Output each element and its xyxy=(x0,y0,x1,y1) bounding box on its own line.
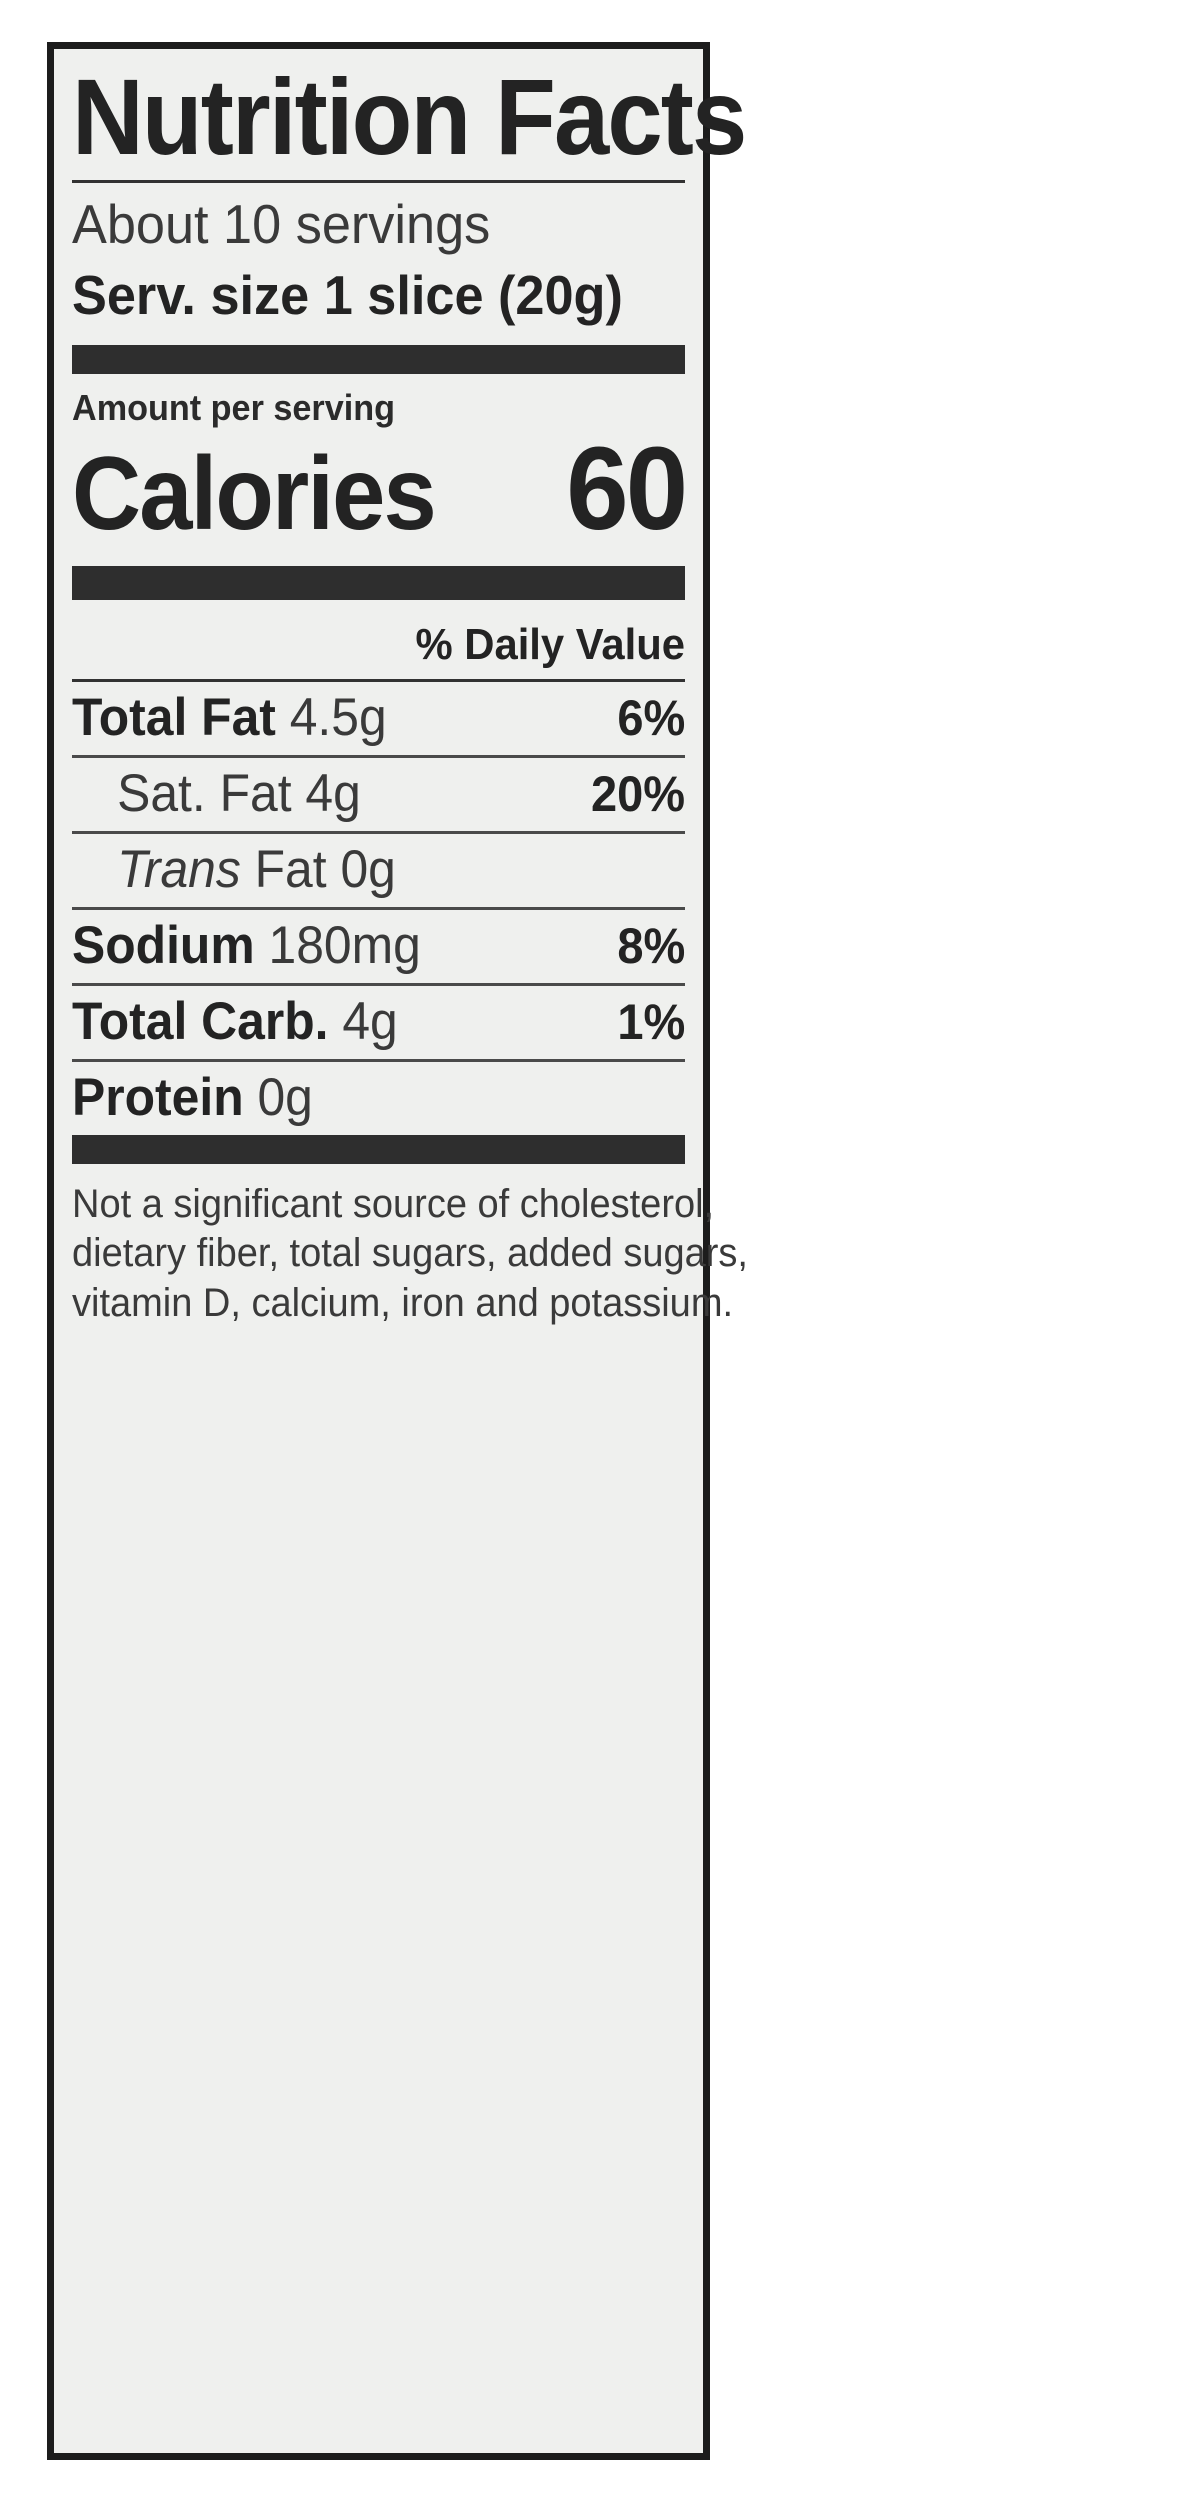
nutrient-amount: 4g xyxy=(342,991,398,1051)
nutrient-amount: 0g xyxy=(340,839,396,899)
nutrient-name: Total Carb. xyxy=(72,991,343,1051)
nutrient-name: Fat xyxy=(254,839,341,899)
amount-per-serving-label: Amount per serving xyxy=(72,387,396,428)
calories-row: Calories 60 xyxy=(72,423,688,555)
daily-value-divider xyxy=(72,678,685,682)
nutrient-name-amount: Total Fat 4.5g xyxy=(72,691,387,744)
calories-label: Calories xyxy=(72,436,437,552)
nutrient-row: Protein 0g xyxy=(72,1062,685,1135)
nutrient-name: Total Fat xyxy=(72,687,290,747)
nutrient-name-amount: Sodium 180mg xyxy=(72,919,421,972)
thick-divider-top xyxy=(72,345,685,374)
nutrient-name-amount: Total Carb. 4g xyxy=(72,995,398,1048)
nutrient-list: Total Fat 4.5g 6% Sat. Fat 4g 20% Trans Fat … xyxy=(72,682,685,1135)
serving-size: Serv. size 1 slice (20g) xyxy=(72,264,623,326)
nutrient-row: Sat. Fat 4g 20% xyxy=(72,758,685,831)
nutrient-name-amount: Sat. Fat 4g xyxy=(72,767,361,820)
nutrient-daily-value: 6% xyxy=(617,689,685,746)
servings-per-container: About 10 servings xyxy=(72,193,491,255)
nutrient-name: Sodium xyxy=(72,915,269,975)
nutrient-row: Total Fat 4.5g 6% xyxy=(72,682,685,755)
nutrition-facts-panel: Nutrition Facts About 10 servings Serv. … xyxy=(47,42,748,2460)
title-divider xyxy=(72,180,685,183)
nutrient-row: Total Carb. 4g 1% xyxy=(72,986,685,1059)
nutrient-name: Sat. Fat xyxy=(117,763,306,823)
nutrient-row-divider xyxy=(72,906,685,910)
nutrient-amount: 4g xyxy=(305,763,361,823)
nutrient-row-divider xyxy=(72,1058,685,1062)
nutrient-daily-value: 8% xyxy=(617,917,685,974)
nutrient-row: Trans Fat 0g xyxy=(72,834,685,907)
footnote-line: Not a significant source of cholesterol, xyxy=(72,1181,715,1226)
footnote: Not a significant source of cholesterol,… xyxy=(72,1180,748,1329)
nutrient-row-divider xyxy=(72,754,685,758)
nutrient-name-amount: Trans Fat 0g xyxy=(72,843,396,896)
nutrient-amount: 0g xyxy=(257,1067,313,1127)
nutrient-daily-value: 1% xyxy=(617,993,685,1050)
thick-divider-calories xyxy=(72,565,685,600)
page-title: Nutrition Facts xyxy=(72,56,747,177)
nutrient-row: Sodium 180mg 8% xyxy=(72,910,685,983)
nutrient-amount: 180mg xyxy=(268,915,421,975)
daily-value-header: % Daily Value xyxy=(415,619,685,669)
nutrient-italic-prefix: Trans xyxy=(117,839,255,899)
calories-value: 60 xyxy=(565,423,688,555)
nutrient-name-amount: Protein 0g xyxy=(72,1071,313,1124)
nutrient-row-divider xyxy=(72,982,685,986)
footnote-line: vitamin D, calcium, iron and potassium. xyxy=(72,1281,734,1326)
nutrient-name: Protein xyxy=(72,1067,258,1127)
nutrient-daily-value: 20% xyxy=(590,765,685,822)
nutrient-amount: 4.5g xyxy=(289,687,387,747)
nutrient-row-divider xyxy=(72,830,685,834)
footnote-line: dietary fiber, total sugars, added sugar… xyxy=(72,1231,748,1276)
thick-divider-bottom xyxy=(72,1134,685,1164)
